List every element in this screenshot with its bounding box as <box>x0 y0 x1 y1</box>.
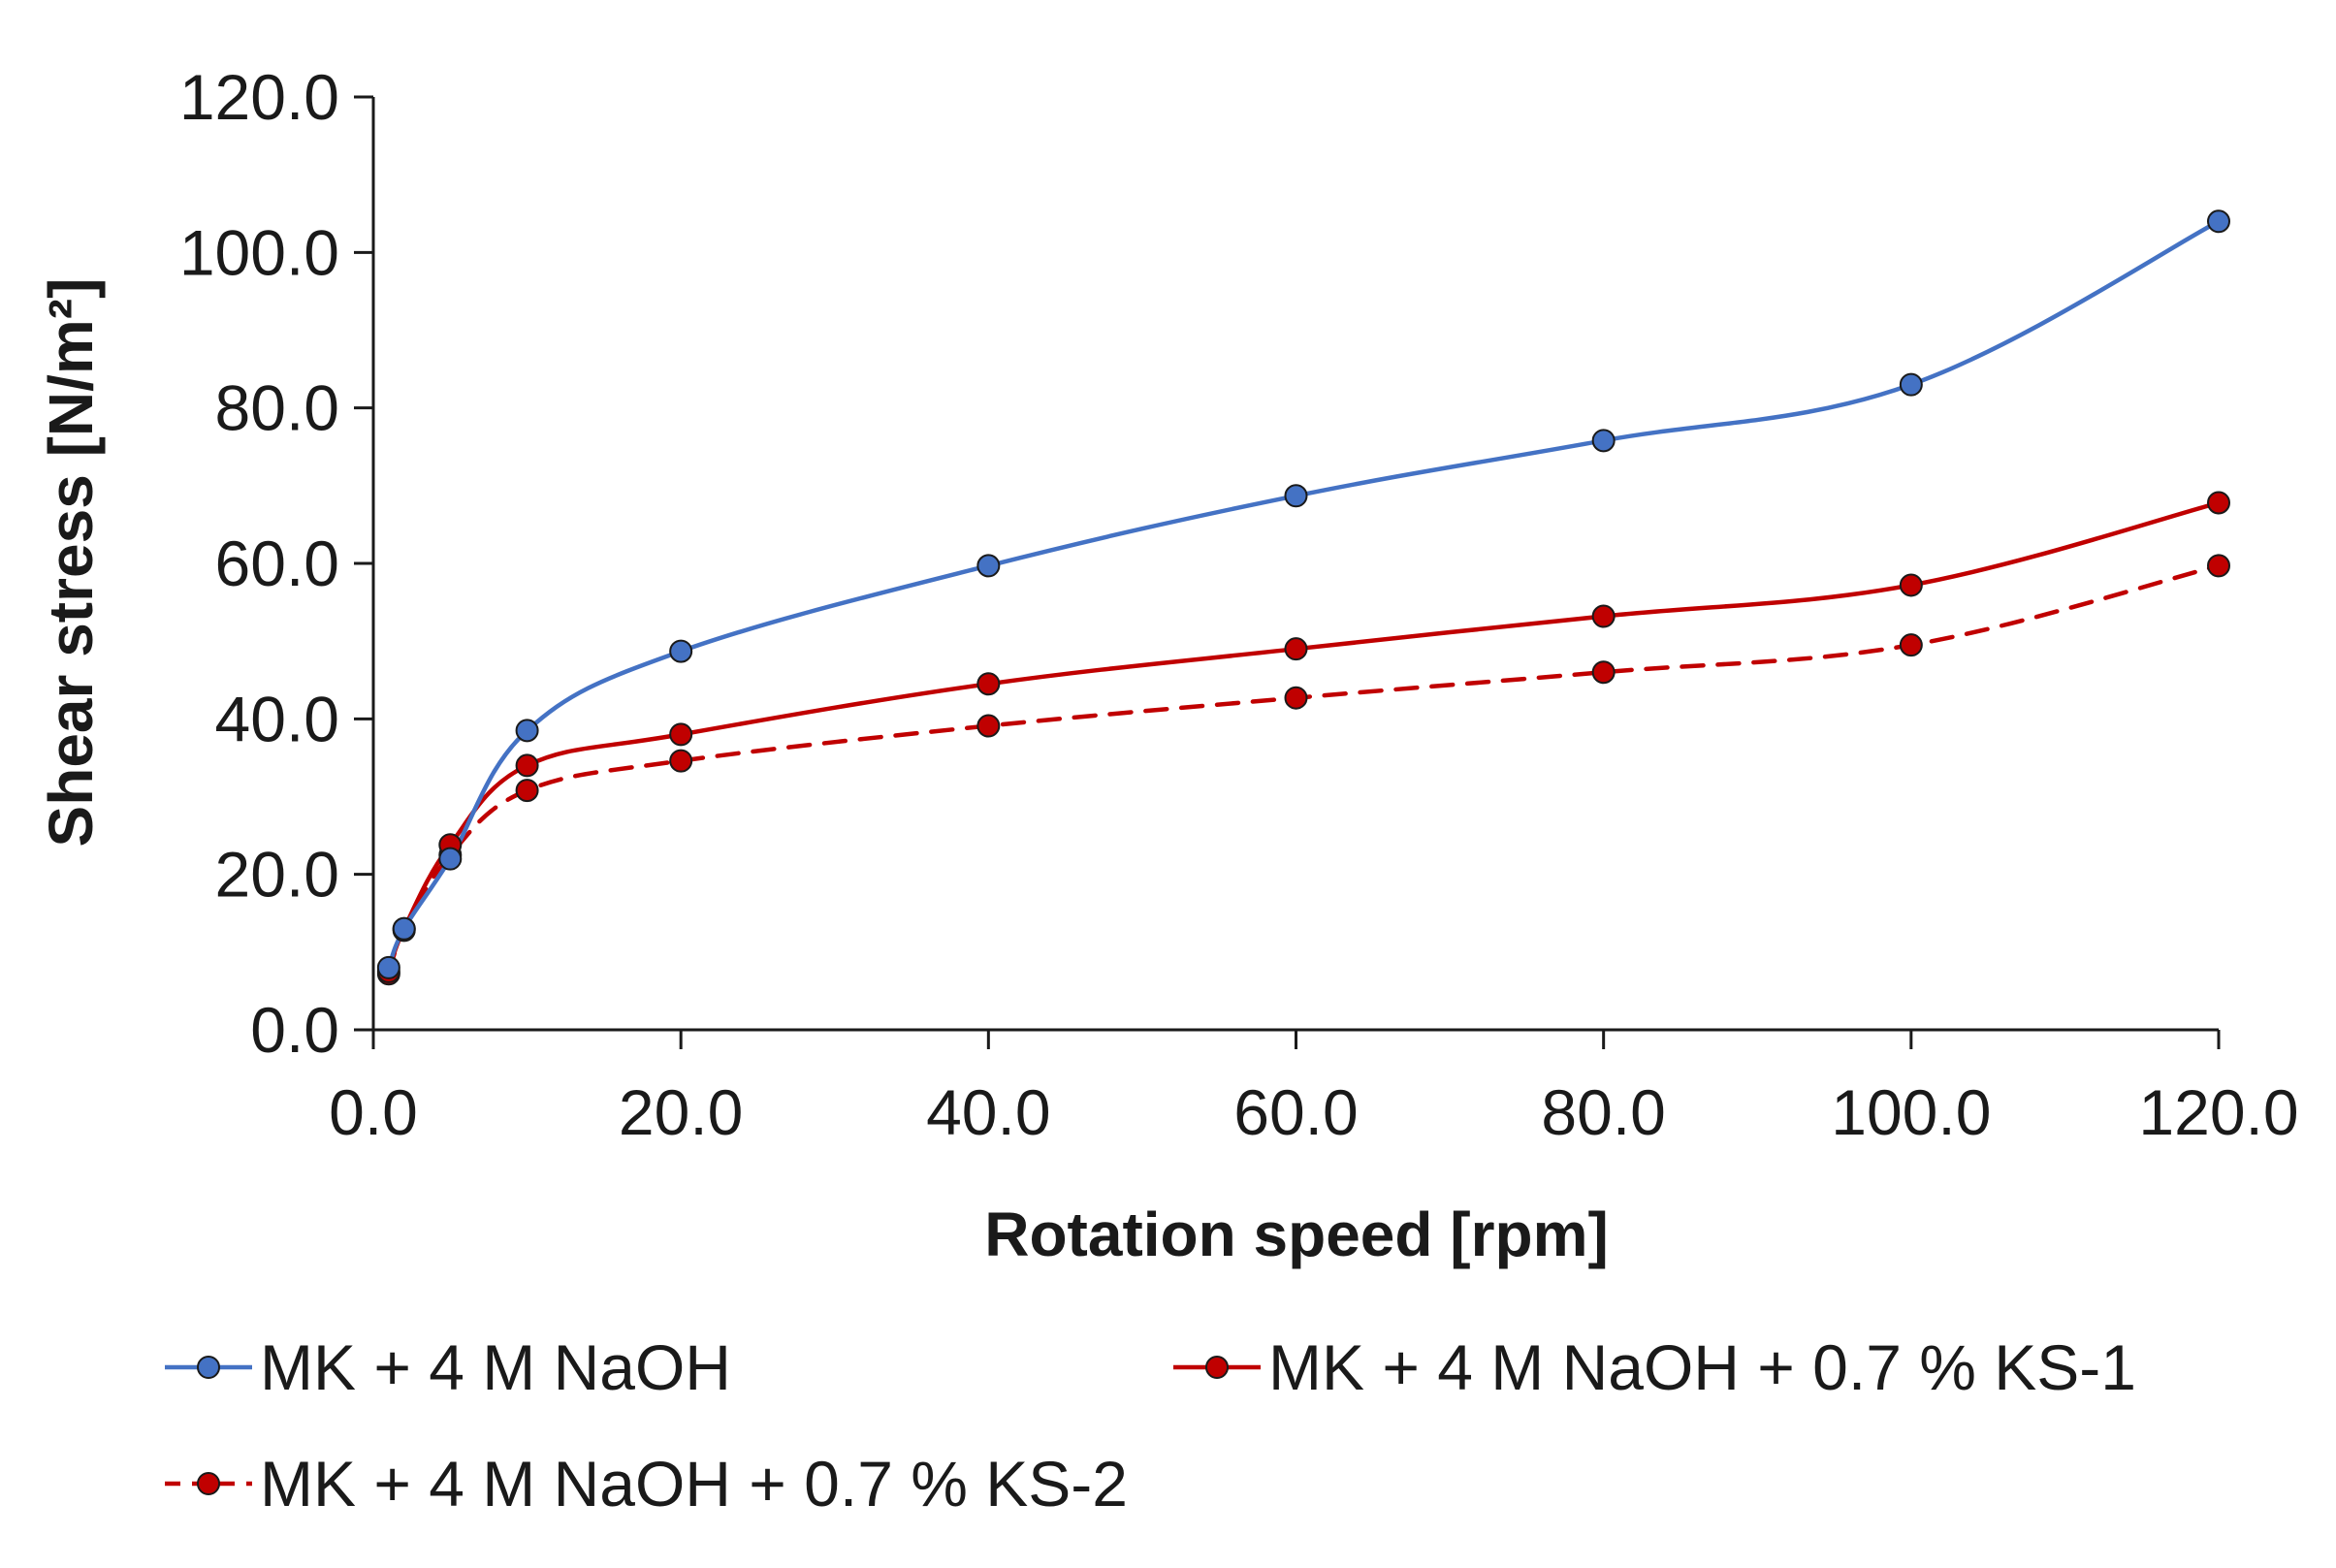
data-point-series-3 <box>1899 633 1923 657</box>
y-tick-label: 60.0 <box>215 528 339 599</box>
legend-label: MK + 4 M NaOH + 0.7 % KS-2 <box>260 1448 1128 1520</box>
series-line-1 <box>386 219 2222 971</box>
data-point-series-1 <box>1284 484 1308 508</box>
data-point-series-1 <box>2207 209 2230 234</box>
axes: 0.0 20.0 40.0 60.0 80.0 100.0 120.0 0.0 20.0 40.0… <box>179 61 2299 1148</box>
legend-marker <box>1205 1356 1229 1379</box>
series-line-3 <box>386 563 2222 976</box>
series-line-2 <box>386 500 2222 975</box>
data-point-series-2 <box>515 753 539 778</box>
y-tick-label: 80.0 <box>215 372 339 444</box>
y-axis-title: Shear stress [N/m²] <box>36 278 106 848</box>
y-tick-label: 120.0 <box>179 61 339 133</box>
data-point-series-3 <box>1591 660 1616 685</box>
y-tick-label: 100.0 <box>179 216 339 288</box>
x-tick-label: 120.0 <box>2138 1076 2298 1148</box>
x-tick-label: 100.0 <box>1831 1076 1991 1148</box>
data-point-series-3 <box>2207 554 2230 578</box>
data-point-series-2 <box>669 722 693 747</box>
legend-item-2: MK + 4 M NaOH + 0.7 % KS-1 <box>1173 1331 2136 1403</box>
data-point-series-2 <box>976 672 1001 696</box>
x-axis-title: Rotation speed [rpm] <box>984 1200 1609 1269</box>
data-point-series-1 <box>1591 429 1616 453</box>
x-tick-label: 60.0 <box>1233 1076 1358 1148</box>
data-point-series-3 <box>1284 686 1308 710</box>
data-point-series-1 <box>515 719 539 743</box>
y-tick-label: 0.0 <box>250 994 339 1066</box>
legend-label: MK + 4 M NaOH <box>260 1331 731 1403</box>
data-point-series-3 <box>515 779 539 803</box>
data-point-series-1 <box>392 916 416 941</box>
data-point-series-1 <box>376 955 400 979</box>
series-layer <box>376 209 2230 986</box>
y-tick-label: 20.0 <box>215 839 339 911</box>
legend-marker <box>197 1356 220 1379</box>
legend-label: MK + 4 M NaOH + 0.7 % KS-1 <box>1268 1331 2136 1403</box>
data-point-series-2 <box>1284 637 1308 661</box>
data-point-series-1 <box>669 639 693 663</box>
data-point-series-1 <box>1899 372 1923 397</box>
data-point-series-2 <box>1899 573 1923 597</box>
legend: MK + 4 M NaOH MK + 4 M NaOH + 0.7 % KS-1 M… <box>165 1331 2136 1520</box>
legend-item-3: MK + 4 M NaOH + 0.7 % KS-2 <box>165 1448 1128 1520</box>
data-point-series-3 <box>669 749 693 773</box>
legend-item-1: MK + 4 M NaOH <box>165 1331 731 1403</box>
x-tick-label: 20.0 <box>619 1076 743 1148</box>
data-point-series-3 <box>976 714 1001 738</box>
x-tick-label: 80.0 <box>1541 1076 1665 1148</box>
x-tick-label: 40.0 <box>926 1076 1050 1148</box>
data-point-series-1 <box>438 847 463 871</box>
legend-marker <box>197 1472 220 1495</box>
x-tick-label: 0.0 <box>329 1076 418 1148</box>
data-point-series-2 <box>1591 604 1616 628</box>
data-point-series-1 <box>976 554 1001 578</box>
y-tick-label: 40.0 <box>215 683 339 754</box>
data-point-series-2 <box>2207 491 2230 515</box>
